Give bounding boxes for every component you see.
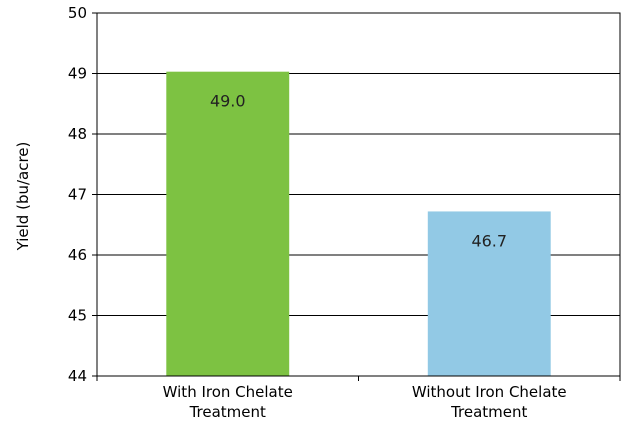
bar (427, 211, 551, 376)
x-tick-label: Without Iron Chelate Treatment (412, 383, 567, 421)
x-tick-label-line: With Iron Chelate (163, 383, 293, 401)
y-tick-label: 46 (68, 246, 87, 264)
y-tick-label: 50 (68, 4, 87, 22)
data-labels: 49.0 46.7 (210, 92, 507, 251)
y-axis-ticks: 44 45 46 47 48 49 50 (68, 4, 97, 385)
y-tick-label: 48 (68, 125, 87, 143)
y-axis-label: Yield (bu/acre) (14, 142, 32, 252)
data-label: 49.0 (210, 92, 246, 111)
x-tick-label-line: Treatment (189, 403, 266, 421)
y-tick-label: 44 (68, 367, 87, 385)
x-tick-label-line: Treatment (450, 403, 527, 421)
bars (166, 71, 551, 376)
x-tick-label: With Iron Chelate Treatment (163, 383, 293, 421)
y-tick-label: 49 (68, 65, 87, 83)
data-label: 46.7 (471, 231, 507, 250)
bar (166, 71, 290, 376)
x-tick-label-line: Without Iron Chelate (412, 383, 567, 401)
y-tick-label: 47 (68, 186, 87, 204)
y-tick-label: 45 (68, 307, 87, 325)
